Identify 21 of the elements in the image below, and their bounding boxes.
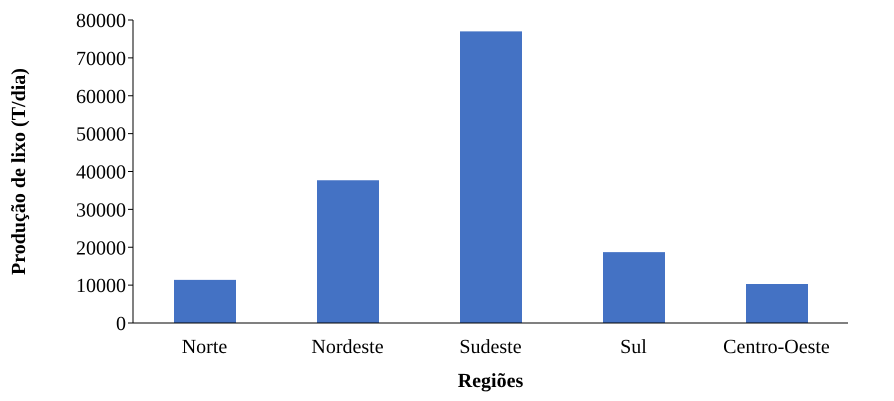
y-tick-label: 10000 [76,275,126,298]
bar [746,284,808,323]
bar [317,180,379,323]
x-tick-label: Norte [182,336,228,358]
y-tick-label: 0 [116,313,126,336]
y-tick-label: 30000 [76,199,126,222]
x-tick-label: Sudeste [459,336,522,358]
x-tick-label: Nordeste [311,336,384,358]
y-tick-label: 40000 [76,162,126,184]
y-axis-title: Produção de lixo (T/dia) [8,68,30,275]
y-tick-label: 70000 [76,48,126,70]
x-axis-title: Regiões [458,370,524,392]
bar [460,31,522,323]
y-tick-label: 80000 [76,10,126,32]
x-tick-label: Sul [620,336,648,358]
y-tick-label: 50000 [76,124,126,146]
bar [174,280,236,323]
y-tick-label: 60000 [76,86,126,108]
y-tick-label: 20000 [76,237,126,260]
bar [603,252,665,323]
x-tick-label: Centro-Oeste [723,336,830,358]
